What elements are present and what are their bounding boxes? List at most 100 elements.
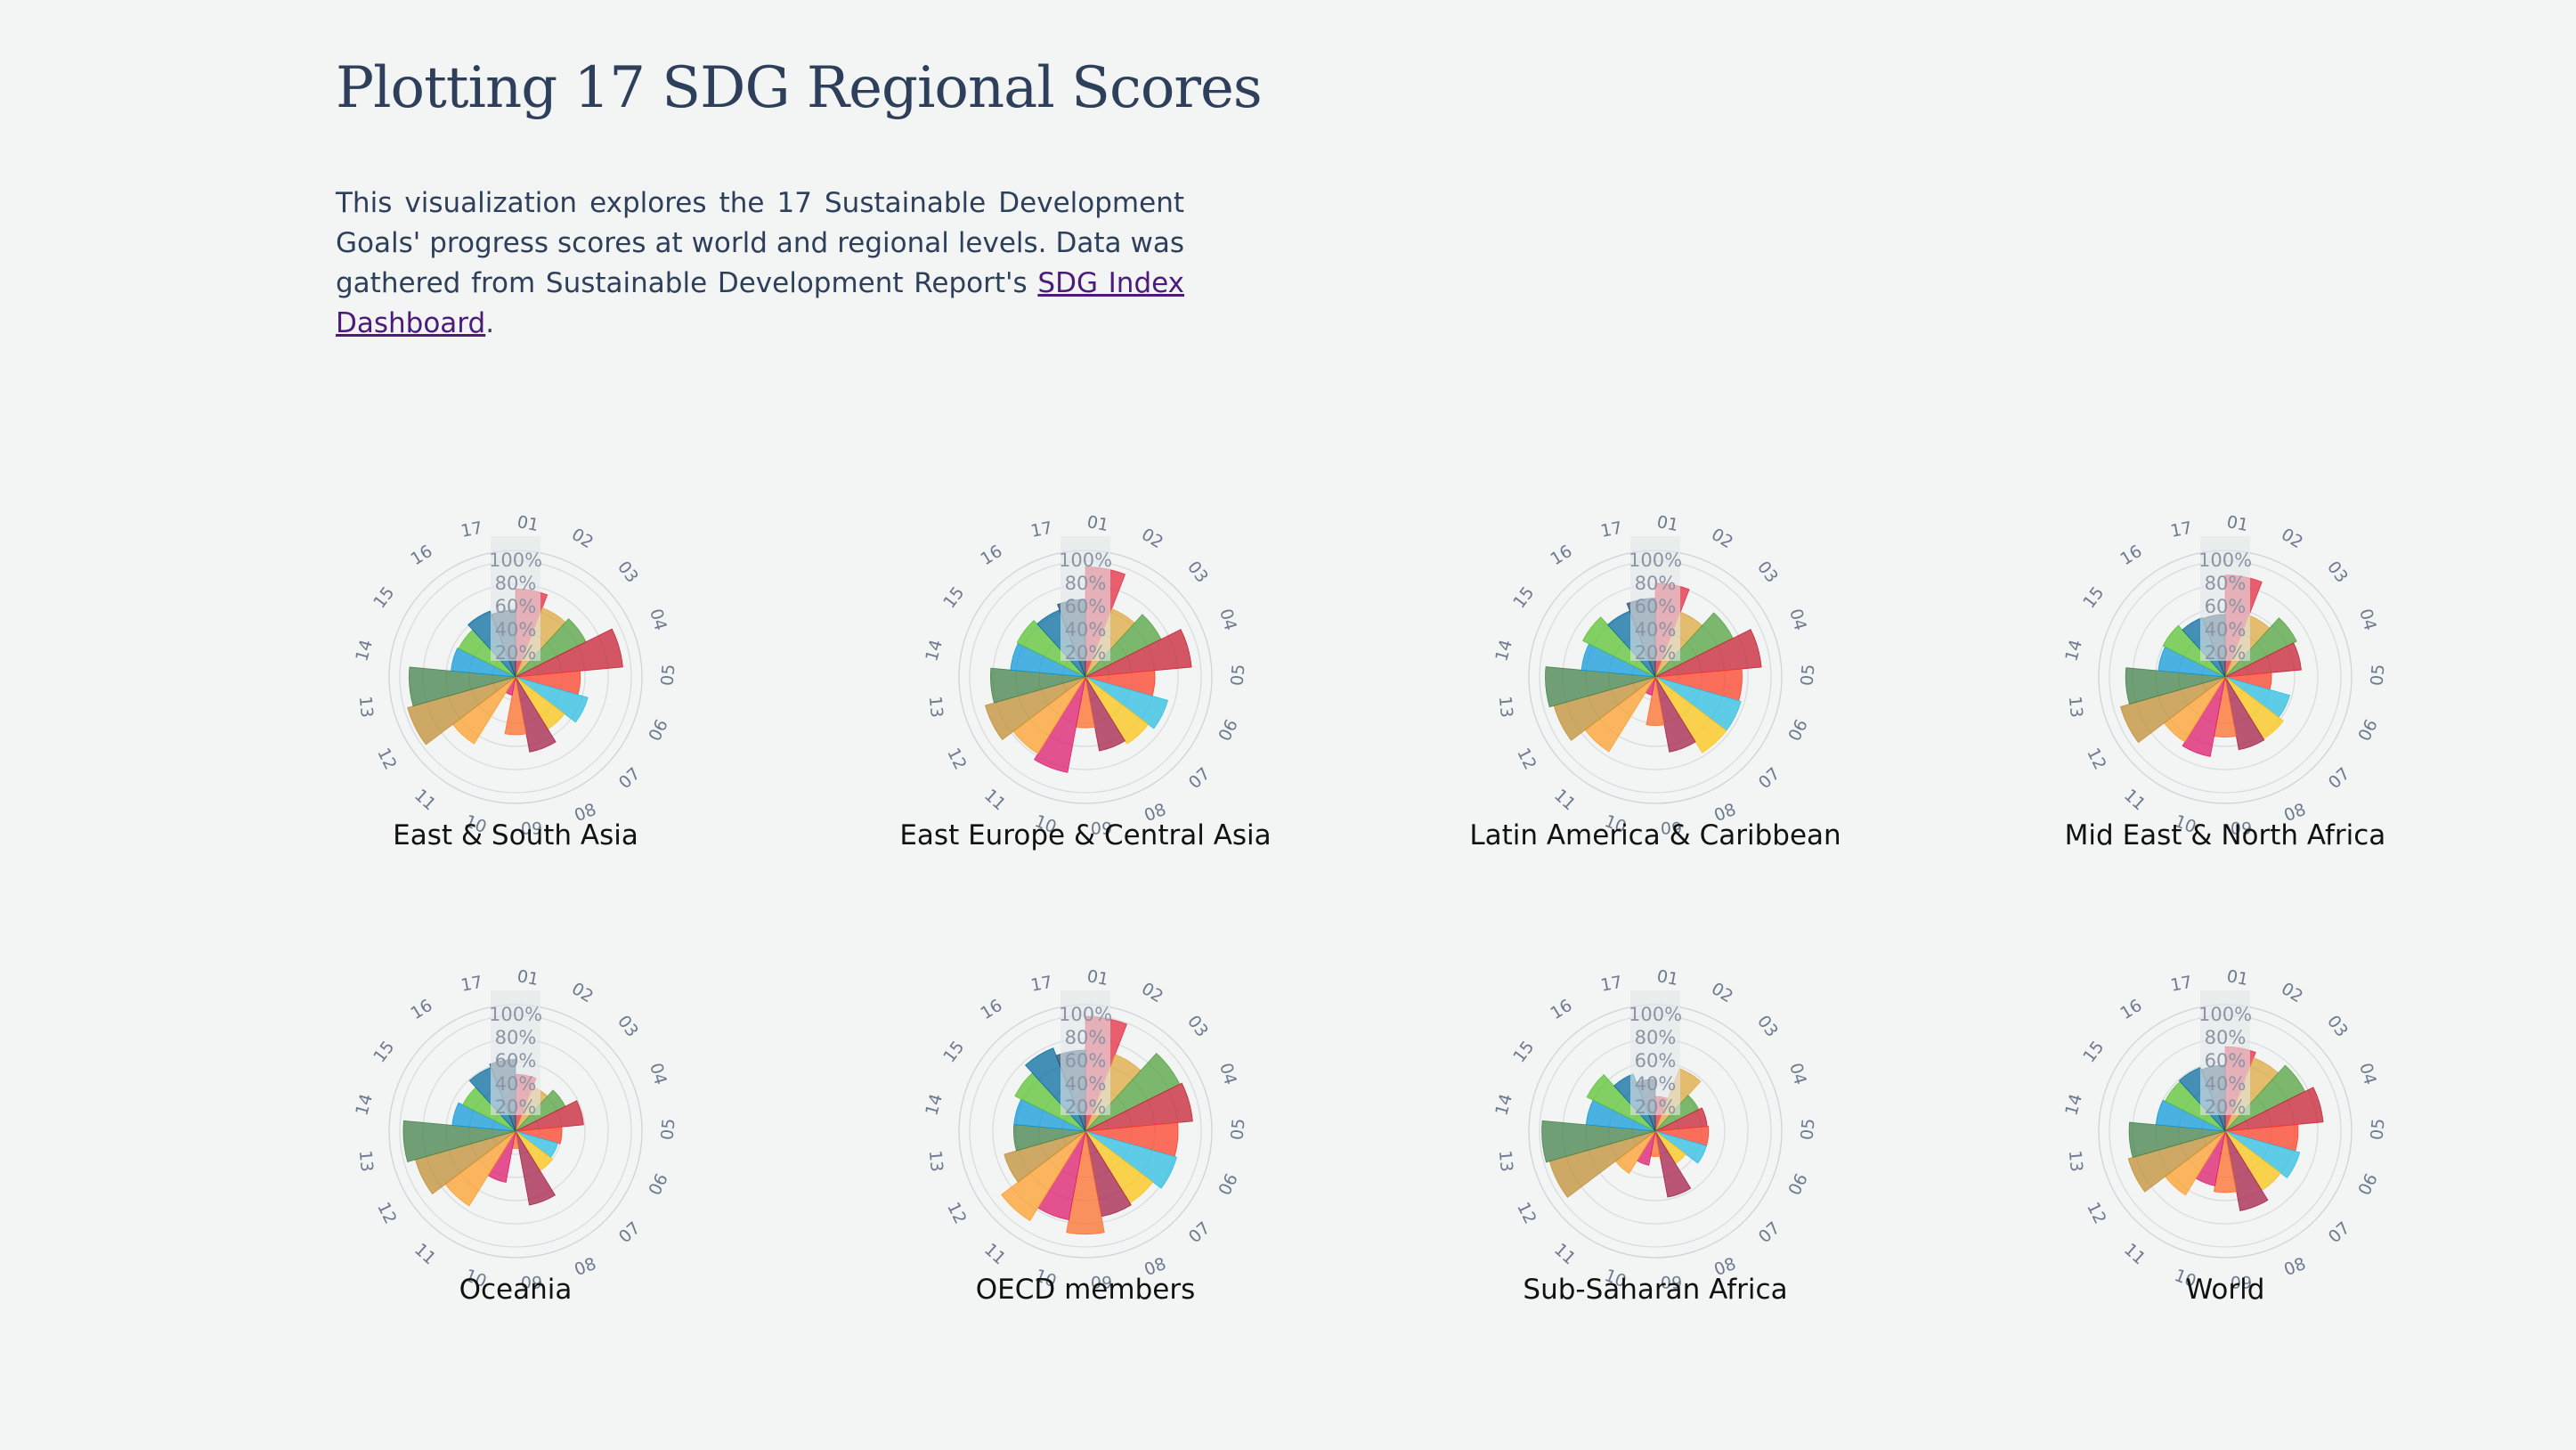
spoke-label-05: 05 xyxy=(1797,1118,1818,1141)
radial-tick-label: 60% xyxy=(495,596,537,617)
radial-tick-label: 60% xyxy=(2205,596,2247,617)
spoke-label-06: 06 xyxy=(645,716,671,744)
spoke-label-04: 04 xyxy=(1785,607,1810,632)
bar-sdg-07[interactable] xyxy=(1085,676,1150,745)
bar-sdg-06[interactable] xyxy=(2224,1130,2301,1179)
bar-sdg-04[interactable] xyxy=(1654,629,1762,678)
bar-sdg-11[interactable] xyxy=(1001,1130,1086,1222)
bar-sdg-12[interactable] xyxy=(407,676,516,745)
spoke-label-03: 03 xyxy=(2323,558,2352,587)
bar-sdg-09[interactable] xyxy=(2213,1130,2238,1193)
spoke-label-17: 17 xyxy=(459,973,484,996)
spoke-label-12: 12 xyxy=(373,1199,400,1226)
bar-sdg-14[interactable] xyxy=(451,1102,516,1132)
bar-sdg-07[interactable] xyxy=(1654,676,1727,754)
spoke-label-12: 12 xyxy=(2083,1199,2109,1226)
radial-tick-label: 40% xyxy=(2205,1073,2247,1095)
bar-sdg-04[interactable] xyxy=(515,628,623,678)
spoke-label-01: 01 xyxy=(2225,512,2250,535)
radial-tick-label: 80% xyxy=(1635,1027,1677,1048)
chart-title: Mid East & North Africa xyxy=(2064,819,2386,851)
spoke-label-13: 13 xyxy=(355,1150,377,1173)
bar-sdg-08[interactable] xyxy=(1654,676,1696,753)
radial-tick-label: 80% xyxy=(1635,573,1677,594)
radial-tick-label: 80% xyxy=(1065,573,1107,594)
bar-sdg-12[interactable] xyxy=(2119,676,2226,744)
radial-tick-label: 40% xyxy=(1065,619,1107,640)
chart-oceania: 20% 40% 60% 80% 100% 01 02 03 04 05 06 07 08 09 10 11 12… xyxy=(293,935,738,1398)
bar-sdg-05[interactable] xyxy=(515,1126,563,1145)
spoke-label-09: 09 xyxy=(1661,819,1682,839)
bar-sdg-04[interactable] xyxy=(2224,642,2302,678)
bar-sdg-09[interactable] xyxy=(504,676,527,736)
radial-tick-label: 20% xyxy=(1635,642,1677,664)
radial-label-band xyxy=(2200,536,2250,661)
bar-sdg-13[interactable] xyxy=(1545,666,1656,708)
spoke-label-02: 02 xyxy=(1138,979,1166,1006)
spoke-label-01: 01 xyxy=(1085,966,1110,990)
radial-tick-label: 20% xyxy=(1635,1096,1677,1118)
spoke-label-02: 02 xyxy=(1708,525,1736,552)
bar-sdg-12[interactable] xyxy=(2127,1130,2226,1193)
radial-tick-label: 100% xyxy=(489,550,542,571)
polar-chart: 20%40%60%80%100%010203040506070809101112… xyxy=(352,512,679,839)
bar-sdg-08[interactable] xyxy=(515,1130,557,1206)
spoke-label-02: 02 xyxy=(2278,525,2306,552)
bar-sdg-13[interactable] xyxy=(2125,667,2226,705)
bar-sdg-06[interactable] xyxy=(1654,1130,1708,1164)
bar-sdg-13[interactable] xyxy=(409,666,516,707)
chart-title: World xyxy=(2185,1274,2265,1306)
bar-sdg-10[interactable] xyxy=(2182,676,2226,757)
bar-sdg-04[interactable] xyxy=(1085,629,1192,678)
bar-sdg-15[interactable] xyxy=(1586,1074,1656,1132)
spoke-label-12: 12 xyxy=(1513,1199,1540,1226)
radial-label-band xyxy=(1060,536,1110,661)
bar-sdg-04[interactable] xyxy=(515,1100,584,1132)
bar-sdg-13[interactable] xyxy=(2128,1121,2226,1159)
bar-sdg-13[interactable] xyxy=(990,667,1086,704)
bar-sdg-14[interactable] xyxy=(2155,1099,2226,1132)
spoke-label-17: 17 xyxy=(459,518,484,542)
spoke-label-11: 11 xyxy=(2120,786,2149,815)
spoke-label-13: 13 xyxy=(925,696,947,719)
spoke-label-15: 15 xyxy=(2079,583,2108,613)
spoke-label-11: 11 xyxy=(410,1240,440,1269)
bar-sdg-13[interactable] xyxy=(402,1120,516,1163)
bar-sdg-14[interactable] xyxy=(451,648,516,678)
bar-sdg-06[interactable] xyxy=(1085,676,1169,729)
spoke-label-17: 17 xyxy=(2169,973,2194,996)
sdg-index-dashboard-link[interactable]: SDG Index Dashboard xyxy=(336,267,1185,339)
spoke-label-15: 15 xyxy=(2079,1038,2108,1067)
bar-sdg-06[interactable] xyxy=(515,676,589,723)
bar-sdg-13[interactable] xyxy=(1541,1120,1656,1163)
spoke-label-07: 07 xyxy=(615,764,645,794)
bar-sdg-12[interactable] xyxy=(1004,1130,1086,1183)
spoke-label-03: 03 xyxy=(2323,1012,2352,1041)
bar-sdg-15[interactable] xyxy=(1582,616,1656,678)
bar-sdg-08[interactable] xyxy=(2224,1130,2269,1211)
bar-sdg-12[interactable] xyxy=(984,676,1086,741)
bar-sdg-06[interactable] xyxy=(1085,1130,1178,1189)
bar-sdg-08[interactable] xyxy=(2224,676,2265,751)
bar-sdg-09[interactable] xyxy=(1066,1130,1105,1235)
bar-sdg-08[interactable] xyxy=(515,676,557,753)
spoke-label-15: 15 xyxy=(370,583,398,613)
spoke-label-12: 12 xyxy=(373,745,400,772)
radial-tick-label: 60% xyxy=(1065,596,1107,617)
spoke-label-09: 09 xyxy=(1091,819,1112,839)
page-title: Plotting 17 SDG Regional Scores xyxy=(336,55,1263,121)
bar-sdg-03[interactable] xyxy=(2224,617,2297,678)
bar-sdg-08[interactable] xyxy=(1654,1130,1692,1198)
chart-sub-saharan-africa: 20% 40% 60% 80% 100% 01 02 03 04 05 06 07 08 09 10 11 12… xyxy=(1433,935,1878,1398)
bar-sdg-04[interactable] xyxy=(2224,1087,2324,1132)
bar-sdg-04[interactable] xyxy=(1085,1082,1193,1132)
bar-sdg-10[interactable] xyxy=(1033,676,1086,773)
chart-latin-america-caribbean: 20% 40% 60% 80% 100% 01 02 03 04 05 06 07 08 09 10 11 12… xyxy=(1433,481,1878,944)
bar-sdg-15[interactable] xyxy=(1016,620,1086,678)
bar-sdg-09[interactable] xyxy=(1646,676,1665,726)
radial-tick-label: 100% xyxy=(2198,1004,2252,1025)
bar-sdg-08[interactable] xyxy=(1085,676,1126,752)
bar-sdg-15[interactable] xyxy=(2162,624,2226,678)
spoke-label-14: 14 xyxy=(2061,1092,2086,1118)
spoke-label-04: 04 xyxy=(646,607,670,632)
